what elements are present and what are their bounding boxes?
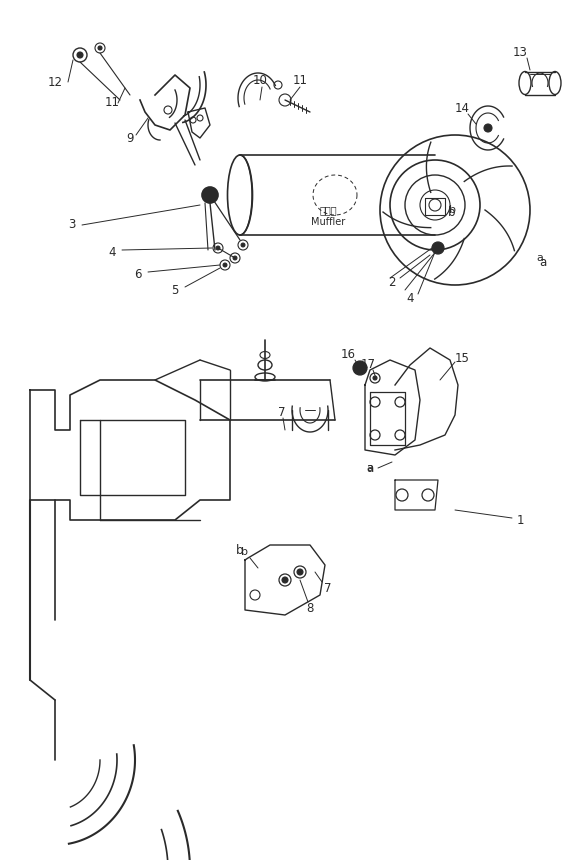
Circle shape — [373, 376, 377, 380]
Text: 14: 14 — [455, 101, 470, 114]
Text: 11: 11 — [292, 73, 308, 87]
Circle shape — [484, 124, 492, 132]
Circle shape — [202, 187, 218, 203]
Text: a: a — [367, 463, 373, 473]
Text: b: b — [242, 547, 249, 557]
Text: 11: 11 — [105, 96, 119, 109]
Circle shape — [432, 242, 444, 254]
Circle shape — [98, 46, 102, 50]
Text: a: a — [366, 462, 374, 475]
Text: a: a — [539, 255, 546, 268]
Text: 1: 1 — [516, 513, 524, 526]
Text: 12: 12 — [47, 76, 63, 89]
Text: 6: 6 — [134, 268, 142, 281]
Text: b: b — [448, 206, 456, 218]
Text: 2: 2 — [388, 275, 395, 288]
Text: b: b — [236, 544, 244, 556]
Text: マフラ: マフラ — [319, 205, 337, 215]
Text: a: a — [536, 253, 543, 263]
Text: 17: 17 — [360, 359, 376, 372]
Text: 3: 3 — [68, 218, 75, 231]
Text: 7: 7 — [324, 581, 332, 594]
Text: b: b — [449, 205, 456, 215]
Text: 13: 13 — [512, 46, 528, 58]
Text: 4: 4 — [406, 292, 414, 304]
Circle shape — [216, 246, 220, 250]
Circle shape — [297, 569, 303, 575]
Text: 5: 5 — [171, 284, 178, 297]
Text: 10: 10 — [253, 73, 267, 87]
Text: 7: 7 — [278, 406, 285, 419]
Text: 8: 8 — [307, 601, 314, 615]
Text: 15: 15 — [455, 352, 469, 365]
Text: 9: 9 — [126, 132, 134, 144]
Circle shape — [241, 243, 245, 247]
Circle shape — [233, 256, 237, 260]
Circle shape — [223, 263, 227, 267]
Circle shape — [353, 361, 367, 375]
Circle shape — [77, 52, 83, 58]
Text: 16: 16 — [340, 348, 356, 361]
Text: Muffler: Muffler — [311, 217, 345, 227]
Text: 4: 4 — [108, 245, 116, 259]
Circle shape — [282, 577, 288, 583]
